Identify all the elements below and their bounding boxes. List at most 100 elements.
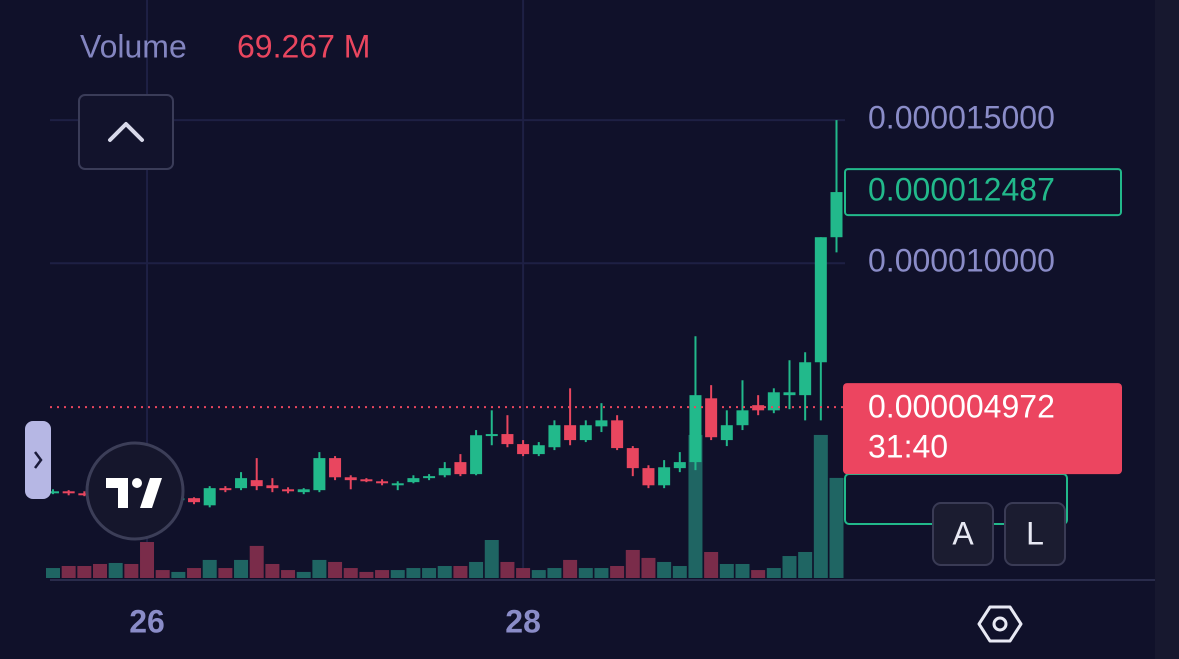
candle-body	[595, 420, 608, 427]
scale-button[interactable]: A	[932, 502, 994, 566]
candle-body	[423, 476, 436, 479]
volume-bar	[594, 568, 609, 578]
volume-bar	[735, 563, 750, 578]
volume-bar	[641, 557, 656, 578]
volume-bar	[657, 561, 672, 578]
candle-body	[814, 237, 827, 363]
logo-circle	[85, 441, 185, 541]
candle-body	[391, 483, 404, 486]
candle-body	[188, 498, 201, 503]
candle-body	[705, 398, 718, 438]
volume-bar	[813, 434, 828, 578]
volume-bar	[719, 563, 734, 578]
marker-box	[843, 383, 1122, 475]
volume-bar	[187, 568, 202, 578]
candle-body	[250, 480, 263, 487]
volume-bar	[798, 551, 813, 578]
volume-bar	[469, 561, 484, 578]
volume-bar	[140, 542, 155, 578]
candle-body	[266, 485, 279, 489]
candle-body	[689, 395, 702, 463]
marker-countdown: 31:40	[868, 429, 948, 465]
volume-bar	[234, 559, 249, 578]
candle-body	[830, 192, 843, 238]
candle-body	[454, 462, 467, 475]
button-frame	[932, 502, 994, 566]
volume-bar	[93, 563, 108, 578]
candle-body	[235, 478, 248, 489]
side-tab-arrow	[34, 451, 43, 469]
candle-body	[219, 488, 232, 491]
marker-label: 0.000004972	[868, 389, 1055, 425]
candle-body	[517, 444, 530, 455]
volume-bar	[829, 477, 844, 578]
scale-button[interactable]: L	[1004, 502, 1066, 566]
candle-body	[470, 435, 483, 475]
overlay: 0.000015000 0.000010000 26 28 0.000004972 31:…	[50, 100, 1122, 639]
candle-body	[720, 425, 733, 441]
volume-bar	[453, 566, 468, 578]
candle-body	[767, 392, 780, 411]
volume-bar	[390, 570, 405, 578]
volume-bar	[296, 571, 311, 578]
hexagon	[977, 605, 1023, 643]
volume-bar	[171, 571, 186, 578]
volume-bar	[578, 568, 593, 578]
candle-body	[642, 468, 655, 486]
candle-body	[611, 420, 624, 449]
side-tab[interactable]	[25, 421, 51, 499]
candle-body	[658, 467, 671, 486]
candle-body	[438, 468, 451, 476]
volume-bar	[343, 568, 358, 578]
candle-body	[313, 458, 326, 491]
logo-mark	[106, 478, 162, 508]
volume-bar	[155, 570, 170, 578]
candle-body	[344, 477, 357, 481]
candle-body	[673, 462, 686, 469]
volume-bar	[422, 568, 437, 578]
logo-dot	[132, 478, 142, 488]
last-price-label: 0.000012487	[868, 172, 1055, 208]
volume-bar	[108, 562, 123, 578]
volume-bar	[531, 570, 546, 578]
candle-body	[579, 425, 592, 441]
button-label: A	[952, 515, 974, 551]
volume-bar	[328, 561, 343, 578]
volume-bar	[610, 566, 625, 578]
volume-bar	[563, 559, 578, 578]
volume-bar	[124, 563, 139, 578]
volume-bar	[437, 566, 452, 578]
candle-body	[736, 410, 749, 426]
candle-body	[548, 425, 561, 448]
volume-bar	[281, 570, 296, 578]
candle-body	[329, 458, 342, 478]
candle-body	[47, 491, 59, 494]
volume-bar	[704, 551, 719, 578]
candle-body	[626, 448, 639, 469]
volume-value: 69.267 M	[237, 28, 370, 64]
settings-icon[interactable]	[977, 605, 1023, 643]
collapse-button[interactable]	[78, 94, 174, 170]
volume-bar	[46, 568, 60, 578]
logo[interactable]	[85, 441, 185, 541]
candle-body	[203, 488, 216, 506]
volume-bar	[672, 566, 687, 578]
chevron-icon	[108, 122, 144, 142]
volume-label: Volume	[80, 28, 187, 64]
x-tick-label: 26	[129, 603, 165, 639]
side-tab-body	[25, 421, 51, 499]
volume-bar	[359, 571, 374, 578]
volume-bar	[249, 545, 264, 578]
volume-bar	[625, 549, 640, 578]
x-tick-label: 28	[505, 603, 541, 639]
volume-bar	[202, 559, 217, 578]
volume-bar	[77, 566, 92, 578]
y-tick-label: 0.000010000	[868, 243, 1055, 279]
volume-bar	[500, 561, 515, 578]
candle-body	[501, 434, 514, 445]
side-strip	[1155, 0, 1179, 659]
volume-bar	[547, 568, 562, 578]
volume-bar	[484, 539, 499, 578]
volume-bar	[61, 566, 76, 578]
